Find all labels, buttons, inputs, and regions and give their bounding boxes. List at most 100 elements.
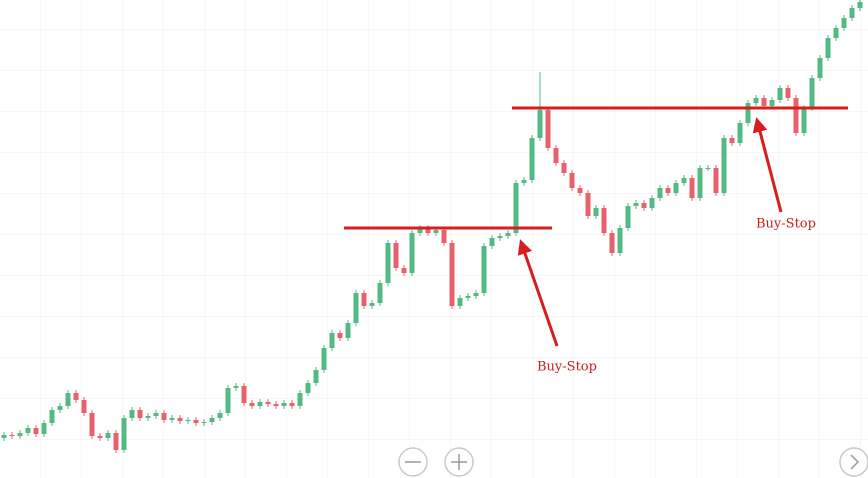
candle-body: [257, 402, 263, 406]
annotation: Buy-Stop: [756, 217, 816, 232]
candle-body: [121, 418, 127, 450]
candle-body: [297, 393, 303, 406]
candle-body: [57, 406, 63, 410]
candle-body: [97, 436, 103, 438]
candle-body: [169, 418, 175, 420]
candle-body: [377, 283, 383, 303]
candle-body: [633, 203, 639, 206]
candle-body: [49, 410, 55, 423]
candle-body: [505, 233, 511, 236]
candle-body: [569, 173, 575, 188]
candle-body: [353, 293, 359, 323]
candle-body: [273, 404, 279, 406]
candle-body: [721, 138, 727, 193]
candle-body: [489, 238, 495, 246]
next-button[interactable]: [839, 447, 868, 477]
candle-body: [697, 168, 703, 198]
candle-body: [241, 386, 247, 403]
candle-body: [625, 206, 631, 228]
candle-body: [385, 243, 391, 283]
candle-body: [785, 88, 791, 98]
candle-body: [777, 88, 783, 100]
candle-body: [177, 418, 183, 421]
candle-body: [849, 8, 855, 18]
candle-body: [841, 18, 847, 28]
candle-body: [689, 178, 695, 198]
candle-body: [537, 110, 543, 138]
candle-body: [729, 138, 735, 143]
candle-body: [545, 110, 551, 148]
zoom-out-button[interactable]: [398, 447, 428, 477]
candle-body: [113, 433, 119, 450]
candle-body: [233, 386, 239, 388]
candle-body: [369, 303, 375, 306]
candle-body: [857, 2, 863, 8]
candle-body: [105, 433, 111, 438]
candle-body: [201, 422, 207, 423]
candle-body: [521, 180, 527, 183]
candle-body: [465, 296, 471, 298]
candle-body: [337, 333, 343, 338]
annotation: Buy-Stop: [537, 360, 597, 375]
candle-body: [65, 393, 71, 406]
candle-body: [289, 403, 295, 406]
candle-body: [473, 293, 479, 296]
candle-body: [265, 402, 271, 404]
candle-body: [25, 428, 31, 433]
candle-body: [433, 230, 439, 233]
candle-body: [321, 348, 327, 370]
candle-body: [313, 370, 319, 383]
candle-body: [225, 388, 231, 413]
candle-body: [713, 168, 719, 193]
candle-body: [193, 420, 199, 423]
candle-body: [209, 418, 215, 422]
candle-body: [753, 98, 759, 103]
candle-body: [73, 393, 79, 400]
candle-body: [561, 163, 567, 173]
candle-body: [657, 188, 663, 198]
candle-body: [217, 413, 223, 418]
candle-body: [161, 413, 167, 420]
candle-body: [833, 28, 839, 38]
candle-body: [129, 410, 135, 418]
candle-body: [1, 435, 7, 438]
candle-body: [609, 233, 615, 253]
candle-body: [737, 123, 743, 143]
candle-body: [817, 58, 823, 78]
candle-body: [497, 236, 503, 238]
arrow: [517, 239, 559, 347]
candle-body: [153, 413, 159, 416]
candle-body: [769, 100, 775, 106]
candle-body: [681, 178, 687, 183]
candle-body: [481, 246, 487, 293]
candle-body: [761, 98, 767, 106]
candle-body: [825, 38, 831, 58]
candle-body: [585, 193, 591, 216]
candle-body: [417, 228, 423, 233]
candle-body: [425, 228, 431, 233]
candle-body: [617, 228, 623, 253]
candle-body: [409, 233, 415, 273]
candle-body: [137, 410, 143, 418]
candle-body: [705, 168, 711, 169]
candle-body: [361, 293, 367, 306]
zoom-in-button[interactable]: [444, 447, 474, 477]
candle-body: [529, 138, 535, 180]
candle-body: [593, 208, 599, 216]
candle-body: [513, 183, 519, 233]
candle-body: [89, 413, 95, 436]
candle-body: [393, 243, 399, 268]
candle-body: [401, 268, 407, 273]
candle-body: [281, 403, 287, 406]
candle-body: [17, 433, 23, 436]
candle-body: [641, 203, 647, 208]
candle-body: [673, 183, 679, 193]
candle-body: [601, 208, 607, 233]
candle-body: [81, 400, 87, 413]
candle-body: [185, 420, 191, 421]
candle-body: [553, 148, 559, 163]
candle-body: [809, 78, 815, 108]
candle-body: [793, 98, 799, 133]
